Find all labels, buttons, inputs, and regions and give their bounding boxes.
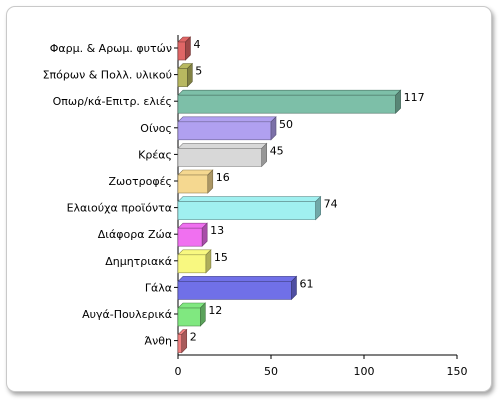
value-label: 4 — [193, 38, 200, 51]
bar — [177, 148, 262, 167]
bar — [177, 68, 188, 87]
category-label: Άνθη — [145, 335, 172, 348]
bar-side-face — [315, 195, 321, 221]
bar — [177, 227, 203, 247]
bar — [177, 41, 186, 61]
bar-side-face — [270, 116, 277, 141]
bar-side-face — [181, 328, 188, 354]
value-label: 74 — [324, 198, 338, 211]
value-label: 61 — [299, 277, 313, 290]
value-label: 5 — [195, 65, 202, 78]
bar-side-face — [201, 222, 208, 247]
value-label: 15 — [214, 251, 228, 264]
category-label: Κρέας — [138, 148, 172, 161]
bar — [177, 281, 292, 300]
value-label: 117 — [404, 91, 425, 104]
bar-side-face — [200, 302, 206, 327]
category-label: Αυγά-Πουλερικά — [82, 308, 172, 321]
x-tick-label: 0 — [175, 365, 182, 378]
bar-side-face — [185, 36, 191, 61]
bar — [177, 121, 272, 141]
x-tick-label: 100 — [354, 365, 375, 378]
bar-side-face — [207, 169, 214, 194]
category-label: Οπωρ/κά-Επιτρ. ελιές — [53, 95, 172, 108]
category-label: Διάφορα Ζώα — [98, 228, 172, 241]
category-label: Σπόρων & Πολλ. υλικού — [43, 69, 172, 82]
bar-top-face — [177, 249, 212, 256]
bar — [177, 94, 396, 114]
value-label: 16 — [216, 171, 230, 184]
category-label: Ελαιούχα προϊόντα — [67, 202, 172, 215]
category-label: Φαρμ. & Αρωμ. φυτών — [50, 42, 172, 55]
bar — [177, 334, 183, 353]
bar-top-face — [177, 169, 214, 176]
category-label: Ζωοτροφές — [109, 175, 172, 188]
bar-top-face — [177, 116, 277, 123]
bar — [177, 254, 207, 274]
bar-side-face — [291, 275, 297, 301]
bar-side-face — [261, 142, 268, 168]
value-label: 2 — [190, 331, 197, 344]
bar-side-face — [187, 62, 193, 88]
category-label: Γάλα — [145, 281, 172, 294]
bar-top-face — [177, 276, 298, 282]
bar-side-face — [205, 249, 212, 274]
value-label: 12 — [208, 304, 222, 317]
value-label: 13 — [210, 224, 224, 237]
bar-top-face — [177, 89, 402, 96]
bar-top-face — [177, 143, 268, 149]
bar-side-face — [395, 89, 401, 114]
x-tick-label: 150 — [447, 365, 468, 378]
x-tick-label: 50 — [264, 365, 278, 378]
category-label: Δημητριακά — [105, 255, 172, 268]
bar-top-face — [177, 196, 322, 202]
value-label: 50 — [279, 118, 293, 131]
category-label: Οίνος — [140, 122, 172, 135]
bar — [177, 307, 201, 327]
value-label: 45 — [270, 144, 284, 157]
bar — [177, 174, 209, 194]
bar — [177, 201, 316, 220]
